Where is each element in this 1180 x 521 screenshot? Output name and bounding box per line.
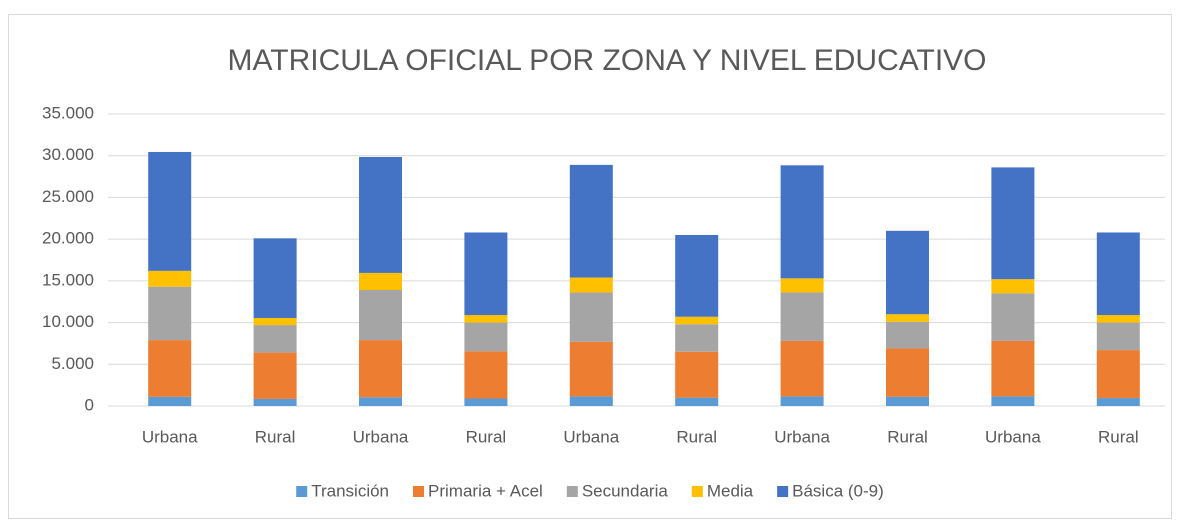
y-tick-label: 15.000 bbox=[42, 270, 94, 289]
x-tick-label: Rural bbox=[1098, 427, 1139, 446]
y-tick-label: 35.000 bbox=[42, 103, 94, 122]
bar-segment bbox=[991, 279, 1035, 294]
legend-label: Básica (0-9) bbox=[792, 481, 884, 500]
legend-swatch bbox=[777, 486, 789, 497]
bar-segment bbox=[464, 351, 508, 399]
chart-title: MATRICULA OFICIAL POR ZONA Y NIVEL EDUCA… bbox=[227, 44, 986, 77]
bar-segment bbox=[569, 277, 613, 293]
bar-segment bbox=[886, 230, 929, 315]
legend-swatch bbox=[413, 486, 425, 497]
bar-segment bbox=[253, 352, 297, 399]
x-tick-label: Rural bbox=[887, 427, 928, 446]
bar-segment bbox=[780, 340, 824, 397]
bar-segment bbox=[464, 232, 508, 316]
y-tick-label: 20.000 bbox=[42, 229, 94, 248]
bar-segment bbox=[1096, 322, 1140, 351]
bar-segment bbox=[359, 156, 402, 273]
y-tick-label: 30.000 bbox=[42, 145, 94, 164]
x-tick-label: Urbana bbox=[353, 427, 409, 446]
bar-segment bbox=[675, 397, 719, 406]
x-tick-label: Urbana bbox=[985, 427, 1041, 446]
bar-segment bbox=[253, 398, 297, 406]
bar-segment bbox=[464, 315, 508, 323]
bar-segment bbox=[148, 396, 192, 406]
bar-segment bbox=[148, 151, 192, 271]
bar-segment bbox=[359, 340, 402, 398]
x-tick-label: Rural bbox=[676, 427, 717, 446]
bar-segment bbox=[569, 341, 613, 397]
bar-segment bbox=[464, 398, 508, 406]
bar-segment bbox=[1096, 315, 1140, 323]
bar-segment bbox=[886, 348, 929, 397]
bar-segment bbox=[148, 340, 192, 397]
x-tick-label: Rural bbox=[466, 427, 507, 446]
bar-segment bbox=[780, 278, 824, 293]
legend-swatch bbox=[691, 486, 703, 497]
bar-segment bbox=[675, 234, 719, 317]
bar-segment bbox=[886, 396, 929, 406]
legend-swatch bbox=[566, 486, 578, 497]
bar-segment bbox=[1096, 232, 1140, 316]
y-tick-label: 0 bbox=[85, 395, 94, 414]
y-tick-label: 25.000 bbox=[42, 187, 94, 206]
bar-segment bbox=[253, 317, 297, 326]
legend-label: Media bbox=[707, 481, 754, 500]
bar-segment bbox=[780, 292, 824, 341]
bar-segment bbox=[991, 167, 1035, 280]
bar-segment bbox=[991, 396, 1035, 406]
legend-label: Secundaria bbox=[582, 481, 669, 500]
bar-segment bbox=[464, 322, 508, 352]
bar-segment bbox=[1096, 398, 1140, 406]
x-tick-label: Urbana bbox=[142, 427, 198, 446]
bar-segment bbox=[886, 321, 929, 349]
bar-segment bbox=[1096, 350, 1140, 399]
x-tick-label: Rural bbox=[255, 427, 296, 446]
bar-segment bbox=[148, 270, 192, 287]
bar-segment bbox=[253, 238, 297, 318]
bar-segment bbox=[780, 165, 824, 279]
bar-segment bbox=[675, 316, 719, 325]
bar-segment bbox=[253, 325, 297, 353]
bar-segment bbox=[675, 324, 719, 352]
bar-segment bbox=[675, 351, 719, 398]
legend-label: Transición bbox=[311, 481, 389, 500]
bar-segment bbox=[780, 396, 824, 406]
legend-label: Primaria + Acel bbox=[428, 481, 543, 500]
x-tick-label: Urbana bbox=[563, 427, 619, 446]
bar-segment bbox=[991, 293, 1035, 341]
x-tick-label: Urbana bbox=[774, 427, 830, 446]
y-tick-label: 5.000 bbox=[51, 354, 94, 373]
bar-segment bbox=[359, 290, 402, 341]
bar-segment bbox=[569, 396, 613, 406]
bar-segment bbox=[359, 397, 402, 406]
bar-segment bbox=[569, 164, 613, 278]
bar-segment bbox=[148, 286, 192, 341]
bar-segment bbox=[569, 292, 613, 342]
bar-segment bbox=[991, 340, 1035, 397]
legend-swatch bbox=[296, 486, 308, 497]
y-tick-label: 10.000 bbox=[42, 312, 94, 331]
bar-segment bbox=[886, 314, 929, 322]
bar-segment bbox=[359, 272, 402, 291]
